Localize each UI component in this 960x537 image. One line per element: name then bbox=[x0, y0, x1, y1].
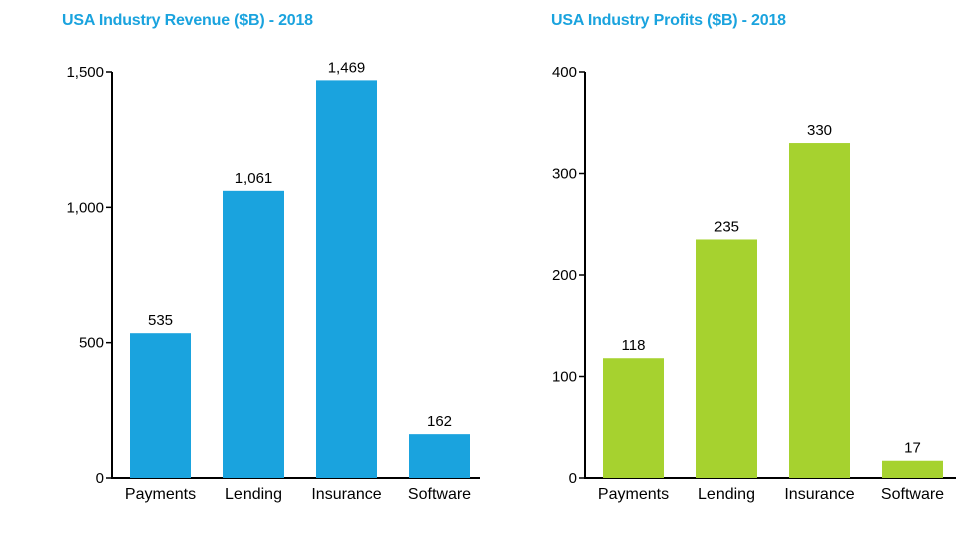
profits-y-tick-label: 100 bbox=[552, 369, 577, 386]
profits-y-tick-label: 0 bbox=[569, 470, 577, 487]
revenue-data-label: 535 bbox=[148, 312, 173, 329]
profits-data-label: 17 bbox=[904, 440, 921, 457]
profits-bar-chart: 0 100 200 300 400 118 Payments 235 Lending 330 Ins… bbox=[552, 64, 956, 503]
profits-category-label: Payments bbox=[598, 486, 669, 503]
revenue-category-label: Payments bbox=[125, 486, 196, 503]
profits-data-label: 118 bbox=[622, 337, 646, 354]
profits-bar-insurance bbox=[789, 143, 850, 479]
revenue-bar-insurance bbox=[316, 80, 377, 479]
revenue-y-tick-label: 500 bbox=[79, 335, 104, 352]
revenue-y-tick-label: 1,500 bbox=[66, 64, 104, 81]
revenue-bar-lending bbox=[223, 190, 284, 478]
profits-category-label: Insurance bbox=[784, 486, 854, 503]
revenue-category-label: Software bbox=[408, 486, 471, 503]
profits-chart-title: USA Industry Profits ($B) - 2018 bbox=[551, 12, 786, 29]
revenue-y-tick-label: 1,000 bbox=[66, 199, 104, 216]
revenue-bar-software bbox=[409, 434, 470, 478]
profits-data-label: 235 bbox=[714, 218, 739, 235]
revenue-category-label: Insurance bbox=[311, 486, 381, 503]
revenue-data-label: 162 bbox=[427, 413, 452, 430]
revenue-data-label: 1,061 bbox=[235, 170, 273, 187]
profits-category-label: Lending bbox=[698, 486, 755, 503]
revenue-bar-chart: 0 500 1,000 1,500 535 Payments 1,061 Lending 1,4… bbox=[66, 59, 480, 503]
profits-bar-lending bbox=[696, 239, 757, 478]
profits-y-tick-label: 200 bbox=[552, 267, 577, 284]
revenue-y-tick-label: 0 bbox=[96, 470, 104, 487]
revenue-category-label: Lending bbox=[225, 486, 282, 503]
profits-bar-software bbox=[882, 460, 943, 478]
profits-data-label: 330 bbox=[807, 122, 832, 139]
profits-category-label: Software bbox=[881, 486, 944, 503]
profits-y-tick-label: 300 bbox=[552, 166, 577, 183]
revenue-chart-title: USA Industry Revenue ($B) - 2018 bbox=[62, 12, 313, 29]
profits-y-tick-label: 400 bbox=[552, 64, 577, 81]
profits-bar-payments bbox=[603, 358, 664, 478]
revenue-bar-payments bbox=[130, 333, 191, 478]
revenue-data-label: 1,469 bbox=[328, 59, 366, 76]
